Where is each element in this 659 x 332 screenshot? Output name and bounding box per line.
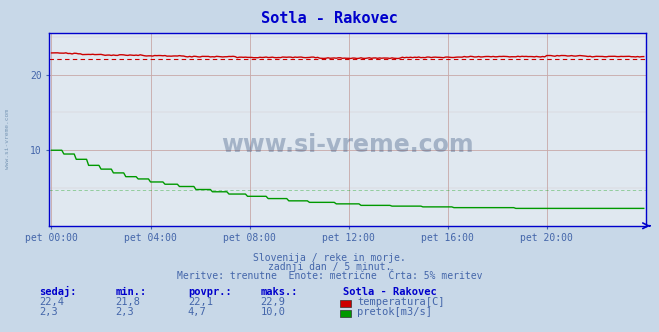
Text: 4,7: 4,7	[188, 307, 206, 317]
Text: min.:: min.:	[115, 287, 146, 297]
Text: 22,9: 22,9	[260, 297, 285, 307]
Text: Meritve: trenutne  Enote: metrične  Črta: 5% meritev: Meritve: trenutne Enote: metrične Črta: …	[177, 271, 482, 281]
Text: 21,8: 21,8	[115, 297, 140, 307]
Text: povpr.:: povpr.:	[188, 287, 231, 297]
Text: 22,4: 22,4	[40, 297, 65, 307]
Text: 22,1: 22,1	[188, 297, 213, 307]
Text: www.si-vreme.com: www.si-vreme.com	[5, 110, 11, 169]
Text: 2,3: 2,3	[40, 307, 58, 317]
Text: pretok[m3/s]: pretok[m3/s]	[357, 307, 432, 317]
Text: maks.:: maks.:	[260, 287, 298, 297]
Text: temperatura[C]: temperatura[C]	[357, 297, 445, 307]
Text: sedaj:: sedaj:	[40, 286, 77, 297]
Text: 2,3: 2,3	[115, 307, 134, 317]
Text: zadnji dan / 5 minut.: zadnji dan / 5 minut.	[268, 262, 391, 272]
Text: Sotla - Rakovec: Sotla - Rakovec	[343, 287, 436, 297]
Text: Sotla - Rakovec: Sotla - Rakovec	[261, 11, 398, 26]
Text: www.si-vreme.com: www.si-vreme.com	[221, 133, 474, 157]
Text: Slovenija / reke in morje.: Slovenija / reke in morje.	[253, 253, 406, 263]
Text: 10,0: 10,0	[260, 307, 285, 317]
